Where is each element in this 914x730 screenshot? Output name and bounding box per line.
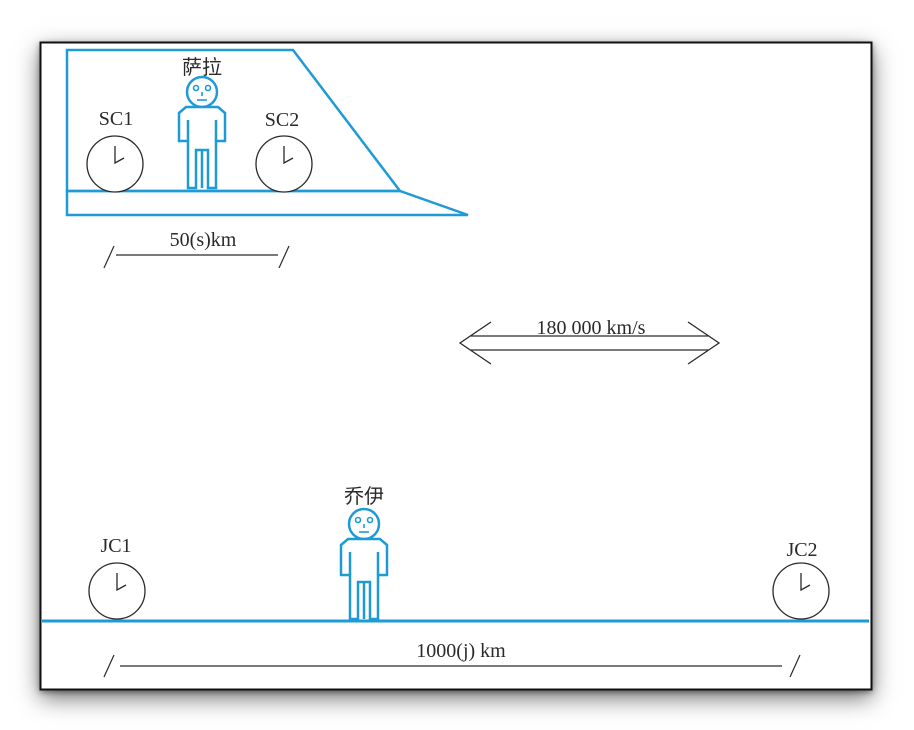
jc1-label: JC1	[100, 535, 131, 557]
jc2-clock-icon	[772, 562, 830, 620]
sarah-eye-left	[192, 84, 200, 92]
sarah-eye-right	[204, 84, 212, 92]
joey-face	[354, 516, 374, 533]
train-floor	[65, 189, 469, 217]
joey-figure	[339, 507, 389, 621]
joey-label: 乔伊	[344, 485, 384, 508]
sc1-label: SC1	[99, 108, 133, 130]
sarah-body	[177, 105, 227, 190]
ground-length-measure	[103, 654, 801, 678]
sarah-label: 萨拉	[182, 56, 222, 79]
train-length-label: 50(s)km	[170, 229, 237, 251]
jc2-label: JC2	[786, 539, 817, 561]
frame-border	[39, 41, 873, 691]
ground-length-label: 1000(j) km	[416, 640, 506, 662]
sc2-label: SC2	[265, 109, 299, 131]
sc1-clock-icon	[86, 135, 144, 193]
diagram-frame	[40, 42, 872, 690]
train	[65, 48, 469, 217]
jc1-clock-icon	[88, 562, 146, 620]
joey-body	[339, 537, 389, 621]
speed-label: 180 000 km/s	[537, 317, 646, 339]
train-length-measure	[103, 245, 290, 269]
joey-eye-left	[354, 516, 362, 524]
speed-double-arrow	[458, 321, 721, 365]
sc2-clock-icon	[255, 135, 313, 193]
joey-eye-right	[366, 516, 374, 524]
sarah-face	[192, 84, 212, 101]
